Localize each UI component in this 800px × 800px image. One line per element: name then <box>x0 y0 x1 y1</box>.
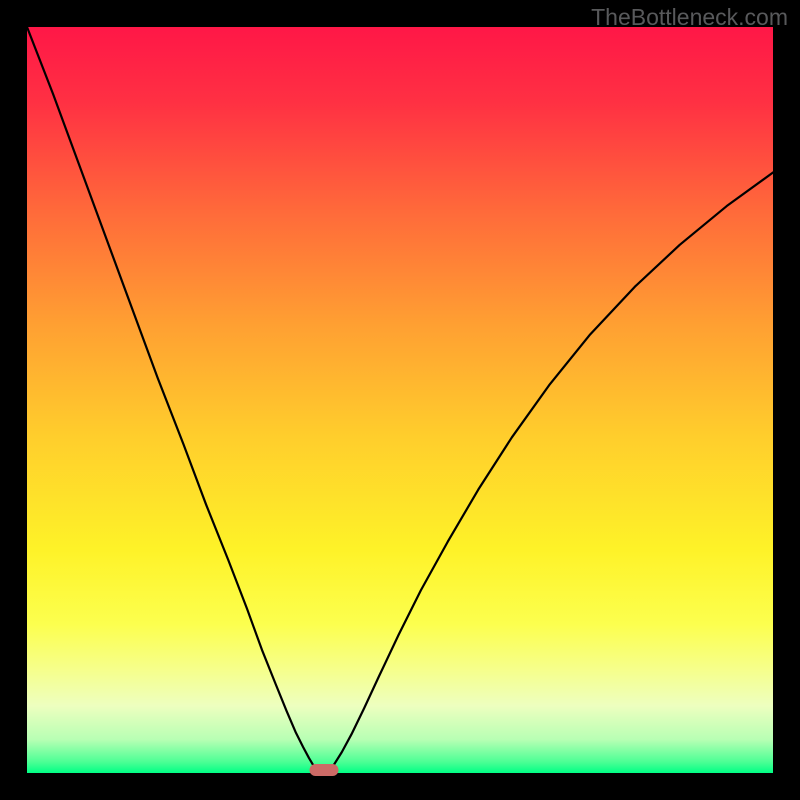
minimum-marker <box>309 764 338 776</box>
plot-area <box>27 27 773 773</box>
chart-container: { "chart": { "type": "curve-on-gradient"… <box>0 0 800 800</box>
bottleneck-curve <box>27 27 773 773</box>
